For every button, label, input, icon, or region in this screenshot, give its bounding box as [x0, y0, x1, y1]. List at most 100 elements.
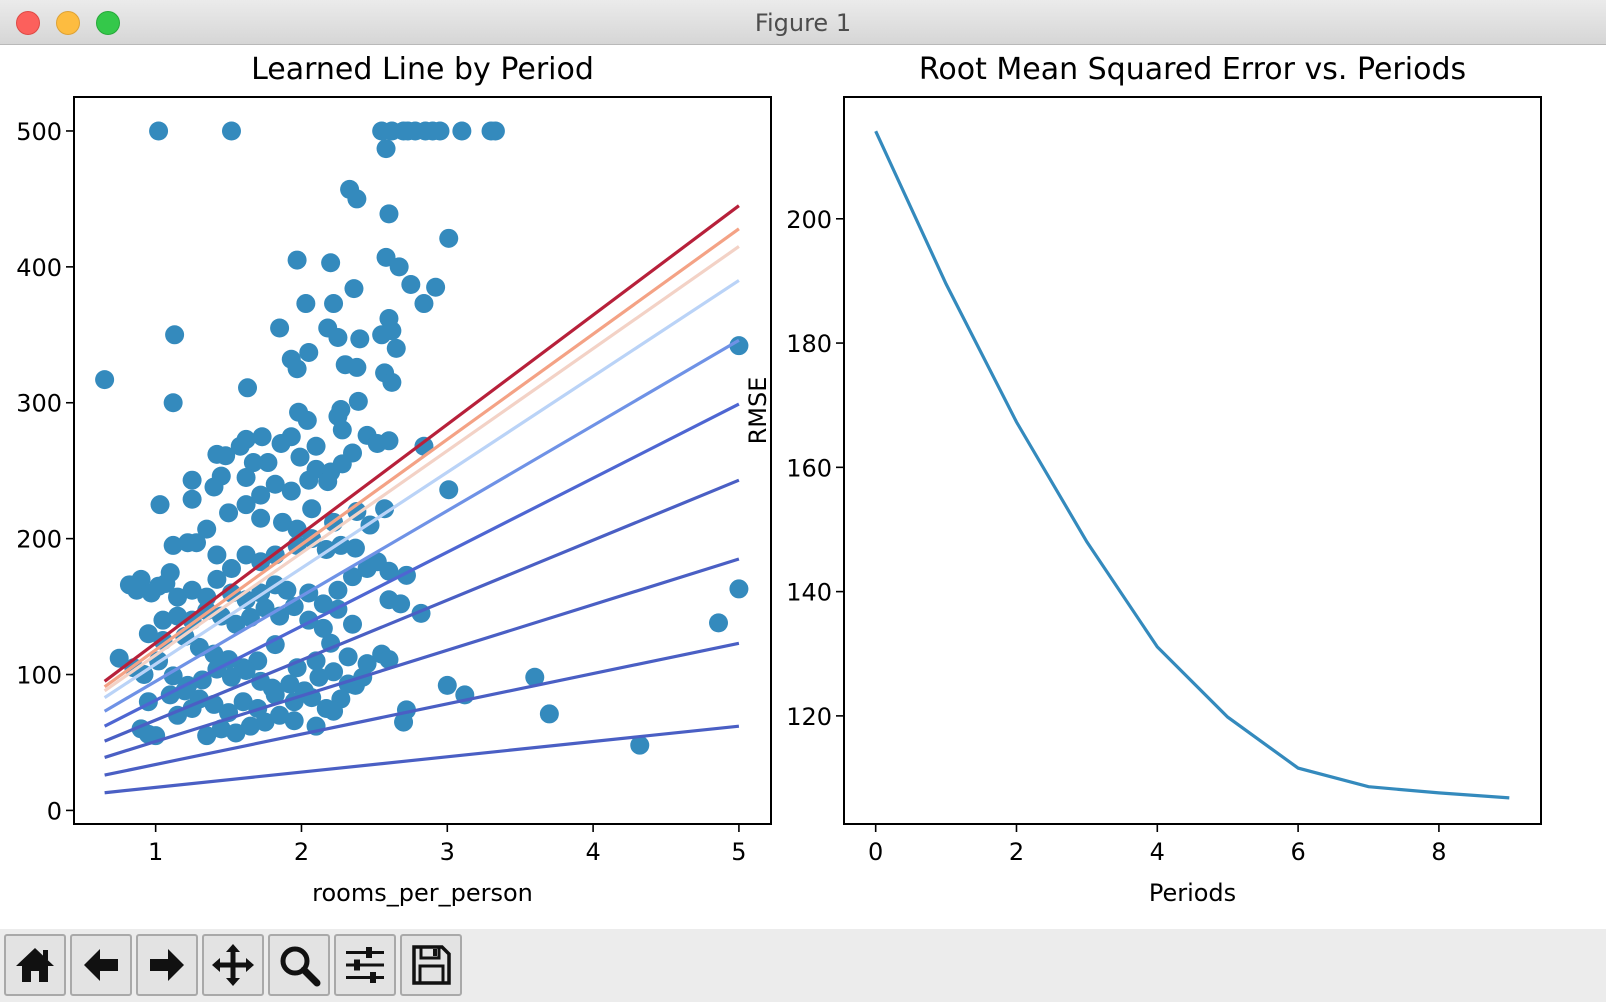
scatter-point: [324, 662, 344, 682]
x-tick-label: 6: [1290, 838, 1305, 866]
scatter-point: [414, 294, 434, 314]
learned-line-period-1: [104, 641, 740, 777]
scatter-point: [318, 472, 338, 492]
scatter-point: [255, 598, 275, 618]
scatter-point: [273, 512, 293, 532]
chart-title: Root Mean Squared Error vs. Periods: [919, 52, 1466, 87]
scatter-point: [238, 378, 258, 398]
scatter-point: [265, 474, 285, 494]
scatter-point: [255, 712, 275, 732]
scatter-point: [426, 277, 446, 297]
scatter-point: [357, 559, 377, 579]
x-tick-label: 4: [585, 838, 600, 866]
forward-button[interactable]: [136, 934, 198, 996]
y-tick-label: 200: [786, 206, 832, 234]
scatter-point: [347, 357, 367, 377]
scatter-point: [182, 470, 202, 490]
scatter-point: [321, 253, 341, 273]
y-tick-label: 120: [786, 703, 832, 731]
title-bar: Figure 1: [0, 0, 1606, 45]
scatter-point: [211, 719, 231, 739]
scatter-point: [236, 467, 256, 487]
floppy-disk-icon: [412, 945, 451, 985]
scatter-point: [221, 667, 241, 687]
y-tick-label: 0: [47, 797, 62, 825]
scatter-point: [328, 328, 348, 348]
move-icon: [212, 944, 254, 986]
scatter-point: [207, 545, 227, 565]
figure-canvas: 1 2 3 4 5 0 100 200 300 400 500 Learned Line by Per…: [0, 45, 1606, 929]
x-axis-label: rooms_per_person: [312, 879, 533, 907]
scatter-point: [343, 443, 363, 463]
scatter-point: [150, 495, 170, 515]
scatter-point: [287, 359, 307, 379]
scatter-point: [401, 275, 421, 295]
scatter-point: [332, 420, 352, 440]
scatter-point: [338, 647, 358, 667]
back-button[interactable]: [70, 934, 132, 996]
pan-button[interactable]: [202, 934, 264, 996]
scatter-point: [324, 701, 344, 721]
scatter-point: [219, 503, 239, 523]
window-title: Figure 1: [754, 9, 852, 37]
scatter-point: [277, 580, 297, 600]
scatter-point: [211, 466, 231, 486]
scatter-point: [221, 559, 241, 579]
scatter-point: [138, 624, 158, 644]
scatter-point: [391, 594, 411, 614]
scatter-point: [328, 580, 348, 600]
scatter-point: [729, 336, 749, 356]
scatter-point: [345, 538, 365, 558]
magnifier-icon: [280, 946, 321, 987]
minimize-window-button[interactable]: [56, 11, 80, 35]
scatter-point: [168, 587, 188, 607]
scatter-point: [350, 329, 370, 349]
scatter-point: [313, 594, 333, 614]
scatter-point: [258, 453, 278, 473]
scatter-point: [265, 635, 285, 655]
save-button[interactable]: [400, 934, 462, 996]
scatter-point: [197, 726, 217, 746]
rmse-series-line: [874, 130, 1510, 800]
scatter-point: [165, 325, 185, 345]
home-button[interactable]: [4, 934, 66, 996]
y-tick-label: 160: [786, 454, 832, 482]
scatter-point: [452, 121, 472, 141]
scatter-point: [284, 711, 304, 731]
y-tick-label: 500: [16, 118, 62, 146]
x-tick-label: 5: [731, 838, 746, 866]
scatter-point: [236, 545, 256, 565]
zoom-window-button[interactable]: [96, 11, 120, 35]
scatter-point: [382, 372, 402, 392]
scatter-point: [226, 614, 246, 634]
scatter-point: [281, 481, 301, 501]
scatter-point: [630, 735, 650, 755]
axes-frame: [73, 96, 772, 825]
zoom-button[interactable]: [268, 934, 330, 996]
scatter-point: [186, 533, 206, 553]
close-window-button[interactable]: [16, 11, 40, 35]
scatter-point: [160, 563, 180, 583]
scatter-point: [324, 294, 344, 314]
scatter-point: [182, 580, 202, 600]
scatter-point: [729, 579, 749, 599]
scatter-point: [525, 667, 545, 687]
scatter-point: [386, 338, 406, 358]
scatter-point: [95, 370, 115, 390]
scatter-point: [306, 436, 326, 456]
scatter-point: [163, 666, 183, 686]
arrow-left-icon: [84, 949, 118, 981]
configure-subplots-button[interactable]: [334, 934, 396, 996]
arrow-right-icon: [150, 949, 184, 981]
scatter-point: [539, 704, 559, 724]
scatter-point: [251, 508, 271, 528]
navigation-toolbar: [0, 929, 1606, 1002]
y-tick-label: 400: [16, 254, 62, 282]
scatter-point: [197, 519, 217, 539]
scatter-point: [297, 410, 317, 430]
scatter-point: [109, 648, 129, 668]
scatter-point: [430, 121, 450, 141]
scatter-point: [347, 189, 367, 209]
scatter-point: [207, 569, 227, 589]
